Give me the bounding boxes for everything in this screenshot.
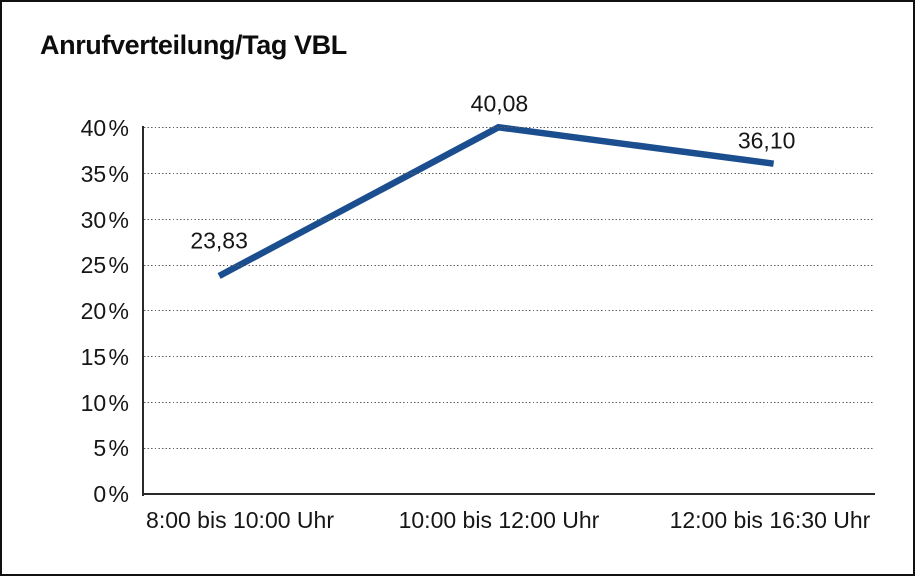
y-gridline bbox=[144, 310, 875, 313]
chart-title: Anrufverteilung/Tag VBL bbox=[40, 30, 347, 60]
y-axis-tick-label: 30 % bbox=[80, 206, 129, 233]
y-gridline bbox=[144, 218, 875, 221]
y-axis-tick-label: 5 % bbox=[93, 435, 129, 462]
data-point-label: 36,10 bbox=[737, 127, 796, 154]
y-axis-tick-label: 40 % bbox=[80, 115, 129, 141]
y-axis-tick-label: 15 % bbox=[80, 343, 129, 370]
y-axis-tick-label: 25 % bbox=[80, 252, 129, 279]
y-axis-line bbox=[142, 126, 144, 496]
y-axis-tick-label: 35 % bbox=[80, 160, 129, 187]
y-axis-tick-label: 0 % bbox=[93, 481, 129, 507]
y-gridline bbox=[144, 401, 875, 404]
x-axis-category-label: 8:00 bis 10:00 Uhr bbox=[146, 507, 334, 533]
x-axis-line bbox=[142, 493, 875, 495]
data-point-label: 40,08 bbox=[470, 90, 529, 117]
y-gridline bbox=[144, 447, 875, 450]
data-point-label: 23,83 bbox=[190, 227, 248, 254]
y-gridline bbox=[144, 173, 875, 176]
y-gridline bbox=[144, 127, 875, 130]
y-gridline bbox=[144, 264, 875, 267]
y-gridline bbox=[144, 356, 875, 359]
y-axis-tick-label: 10 % bbox=[80, 389, 129, 416]
y-axis-tick-label: 20 % bbox=[80, 298, 129, 324]
data-line-series bbox=[217, 123, 775, 279]
x-axis-category-label: 12:00 bis 16:30 Uhr bbox=[669, 507, 871, 533]
x-axis-category-label: 10:00 bis 12:00 Uhr bbox=[398, 507, 600, 533]
